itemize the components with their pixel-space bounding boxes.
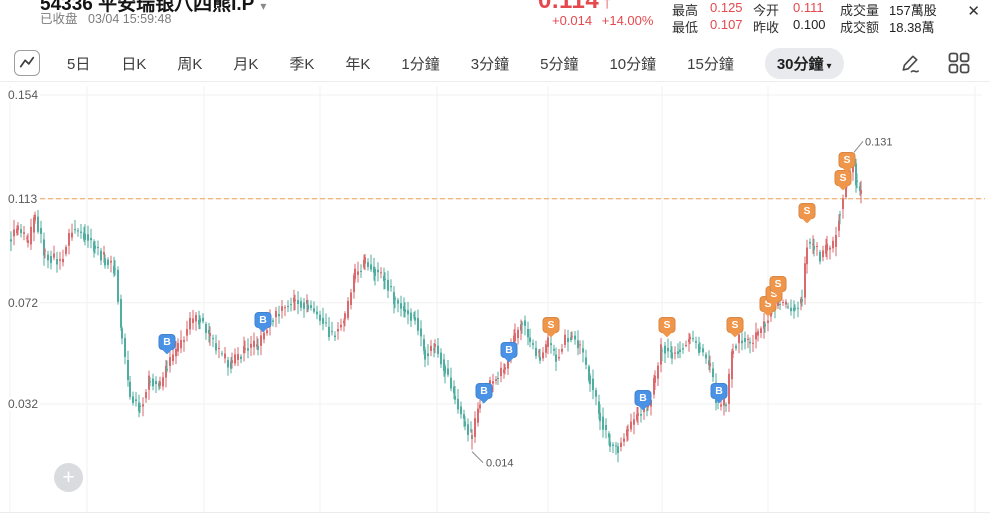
chart-bottom-divider: [0, 512, 990, 513]
quote-timestamp: 03/04 15:59:48: [88, 12, 172, 26]
pencil-icon: [902, 54, 919, 73]
tab-8[interactable]: 3分鐘: [470, 55, 510, 73]
stat-4: 最低 0.107: [672, 17, 743, 36]
stat-value: 0.107: [710, 17, 743, 32]
last-price: 0.114 ↑: [538, 0, 612, 15]
stat-value: 0.111: [793, 0, 824, 15]
stock-title[interactable]: 54336 平安瑞银八四熊I.P ▾: [40, 0, 266, 16]
stat-2: 今开 0.111: [753, 0, 824, 19]
up-arrow-icon: ↑: [602, 0, 613, 13]
buy-marker[interactable]: B: [634, 390, 652, 407]
stat-5: 昨收 0.100: [753, 17, 826, 36]
stat-1: 最高 0.125: [672, 0, 743, 19]
buy-marker[interactable]: B: [710, 382, 728, 399]
chevron-down-icon: ▾: [826, 60, 832, 72]
y-tick-label: 0.072: [8, 295, 41, 310]
tab-11[interactable]: 15分鐘: [687, 55, 734, 73]
change-percent: +14.00%: [601, 13, 654, 28]
grid-icon: [948, 52, 970, 74]
buy-marker[interactable]: B: [254, 311, 272, 328]
stat-6: 成交额 18.38萬: [840, 17, 935, 36]
svg-text:0.014: 0.014: [486, 458, 514, 470]
sell-marker[interactable]: S: [834, 169, 852, 186]
tab-3[interactable]: 周K: [177, 55, 203, 73]
y-tick-label: 0.154: [8, 88, 41, 102]
quote-header: 54336 平安瑞银八四熊I.P ▾ 已收盘 03/04 15:59:48 0.1…: [0, 0, 990, 45]
price-change: +0.014 +14.00%: [552, 13, 659, 28]
timeline-tab[interactable]: [14, 50, 40, 76]
market-status: 已收盘 03/04 15:59:48: [40, 8, 178, 27]
sell-marker[interactable]: S: [798, 202, 816, 219]
stat-label: 今开: [753, 3, 780, 18]
selected-interval-label: 30分鐘: [776, 55, 824, 73]
tab-7[interactable]: 1分鐘: [401, 55, 440, 73]
draw-button[interactable]: [899, 52, 922, 75]
line-chart-icon: [19, 56, 35, 68]
stock-title-text: 54336 平安瑞银八四熊I.P: [40, 0, 255, 15]
stat-label: 成交额: [840, 20, 880, 35]
y-tick-label: 0.113: [8, 191, 40, 206]
stat-label: 昨收: [753, 20, 780, 35]
market-status-label: 已收盘: [40, 12, 78, 26]
chevron-down-icon: ▾: [260, 0, 267, 13]
buy-marker[interactable]: B: [158, 334, 176, 351]
stat-label: 最低: [672, 20, 699, 35]
svg-text:0.131: 0.131: [865, 136, 893, 148]
layout-button[interactable]: [948, 52, 970, 74]
tab-9[interactable]: 5分鐘: [540, 55, 579, 73]
add-fab-button[interactable]: +: [54, 463, 83, 492]
tab-5[interactable]: 季K: [289, 55, 315, 73]
last-price-value: 0.114: [538, 0, 600, 14]
stat-value: 0.100: [793, 17, 826, 32]
stat-label: 最高: [672, 3, 699, 18]
tab-selected-interval[interactable]: 30分鐘 ▾: [764, 47, 844, 79]
stat-3: 成交量 157萬股: [840, 0, 937, 19]
stat-value: 18.38萬: [889, 20, 935, 35]
tab-1[interactable]: 5日: [67, 55, 91, 73]
buy-marker[interactable]: B: [500, 342, 518, 358]
sell-marker[interactable]: S: [838, 152, 856, 169]
sell-marker[interactable]: S: [658, 316, 676, 333]
buy-marker[interactable]: B: [475, 382, 493, 399]
sell-marker[interactable]: S: [726, 316, 744, 333]
stat-value: 157萬股: [889, 3, 937, 18]
y-tick-label: 0.032: [8, 397, 41, 411]
tab-4[interactable]: 月K: [233, 55, 259, 73]
tab-2[interactable]: 日K: [121, 55, 147, 73]
tab-10[interactable]: 10分鐘: [609, 55, 657, 73]
sell-marker[interactable]: S: [769, 276, 787, 293]
stat-value: 0.125: [710, 0, 743, 15]
sell-marker[interactable]: S: [542, 316, 560, 333]
close-icon[interactable]: ✕: [967, 3, 980, 20]
stat-label: 成交量: [840, 3, 880, 18]
change-value: +0.014: [552, 13, 593, 28]
tab-6[interactable]: 年K: [345, 55, 371, 73]
timeframe-toolbar: 5日 日K 周K 月K 季K 年K 1分鐘 3分鐘 5分鐘 10分鐘 15分鐘 30分鐘 ▾: [0, 45, 990, 82]
